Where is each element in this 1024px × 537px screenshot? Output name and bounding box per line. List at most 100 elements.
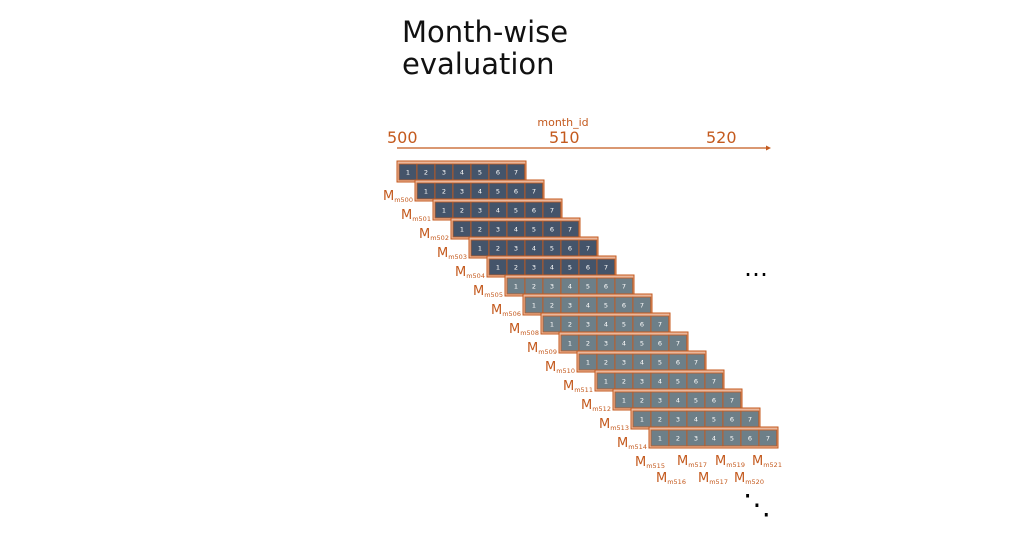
model-label-bottom: Mm516 (656, 471, 686, 486)
axis-arrowhead (766, 145, 771, 151)
cell-number: 7 (712, 377, 716, 385)
cell-number: 4 (568, 282, 572, 290)
axis-label: month_id (537, 116, 588, 129)
window-row: 1 2 3 4 5 6 7 (594, 369, 725, 392)
cell-number: 1 (496, 263, 500, 271)
cell-number: 7 (730, 396, 734, 404)
cell-number: 1 (622, 396, 626, 404)
cell-number: 3 (514, 244, 518, 252)
cell-number: 2 (442, 187, 446, 195)
cell-number: 7 (550, 206, 554, 214)
cell-number: 2 (658, 415, 662, 423)
cell-number: 2 (496, 244, 500, 252)
cell-number: 1 (658, 434, 662, 442)
cell-number: 2 (622, 377, 626, 385)
cell-number: 1 (406, 168, 410, 176)
cell-number: 4 (622, 339, 626, 347)
cell-number: 5 (730, 434, 734, 442)
cell-number: 4 (460, 168, 464, 176)
model-label: Mm505 (473, 284, 503, 299)
cell-number: 1 (568, 339, 572, 347)
cell-number: 3 (694, 434, 698, 442)
continuation-ellipsis-diagonal: ⋱ (743, 488, 771, 521)
cell-number: 1 (424, 187, 428, 195)
window-row: 1 2 3 4 5 6 7 (486, 255, 617, 278)
cell-number: 4 (550, 263, 554, 271)
window-row: 1 2 3 4 5 6 7 (432, 198, 563, 221)
cell-number: 7 (514, 168, 518, 176)
window-row: 1 2 3 4 5 6 7 (558, 331, 689, 354)
cell-number: 4 (658, 377, 662, 385)
cell-number: 5 (712, 415, 716, 423)
cell-number: 7 (658, 320, 662, 328)
window-row: 1 2 3 4 5 6 7 (504, 274, 635, 297)
cell-number: 1 (550, 320, 554, 328)
cell-number: 3 (568, 301, 572, 309)
cell-number: 3 (622, 358, 626, 366)
model-labels: Mm500 Mm501 Mm502 Mm503 Mm504 Mm505 Mm506 Mm508… (383, 189, 782, 486)
cell-number: 5 (586, 282, 590, 290)
model-label: Mm512 (581, 398, 611, 413)
cell-number: 6 (658, 339, 662, 347)
window-row: 1 2 3 4 5 6 7 (540, 312, 671, 335)
cell-number: 1 (604, 377, 608, 385)
model-label-bottom: Mm517 (677, 454, 707, 469)
cell-number: 6 (514, 187, 518, 195)
cell-number: 2 (640, 396, 644, 404)
window-rows: 1 2 3 4 5 6 7 1 2 3 4 5 6 7 1 2 3 4 5 6 7 1 2 3 4 5 6 7 1 2 3 4 5 6 7 1 2 3 4 5… (396, 160, 779, 449)
cell-number: 5 (568, 263, 572, 271)
cell-number: 3 (604, 339, 608, 347)
cell-number: 3 (640, 377, 644, 385)
cell-number: 3 (496, 225, 500, 233)
cell-number: 1 (640, 415, 644, 423)
cell-number: 6 (550, 225, 554, 233)
cell-number: 2 (460, 206, 464, 214)
model-label: Mm514 (617, 436, 647, 451)
cell-number: 3 (676, 415, 680, 423)
cell-number: 1 (478, 244, 482, 252)
cell-number: 7 (766, 434, 770, 442)
model-label: Mm504 (455, 265, 485, 280)
model-label: Mm502 (419, 227, 449, 242)
axis-tick-520: 520 (706, 128, 737, 147)
cell-number: 7 (604, 263, 608, 271)
axis-tick-500: 500 (387, 128, 418, 147)
cell-number: 7 (694, 358, 698, 366)
cell-number: 3 (586, 320, 590, 328)
cell-number: 5 (622, 320, 626, 328)
cell-number: 1 (460, 225, 464, 233)
cell-number: 1 (532, 301, 536, 309)
cell-number: 5 (514, 206, 518, 214)
cell-number: 1 (442, 206, 446, 214)
cell-number: 7 (532, 187, 536, 195)
window-cell (758, 429, 778, 447)
cell-number: 6 (712, 396, 716, 404)
window-row: 1 2 3 4 5 6 7 (396, 160, 527, 183)
cell-number: 5 (694, 396, 698, 404)
window-row: 1 2 3 4 5 6 7 (450, 217, 581, 240)
window-row: 1 2 3 4 5 6 7 (522, 293, 653, 316)
window-row: 1 2 3 4 5 6 7 (468, 236, 599, 259)
window-row: 1 2 3 4 5 6 7 (576, 350, 707, 373)
title-line-2: evaluation (402, 47, 555, 81)
cell-number: 3 (658, 396, 662, 404)
model-label: Mm513 (599, 417, 629, 432)
cell-number: 7 (586, 244, 590, 252)
cell-number: 7 (622, 282, 626, 290)
model-label: Mm509 (527, 341, 557, 356)
cell-number: 2 (514, 263, 518, 271)
cell-number: 6 (586, 263, 590, 271)
cell-number: 2 (550, 301, 554, 309)
cell-number: 2 (586, 339, 590, 347)
cell-number: 6 (730, 415, 734, 423)
model-label: Mm515 (635, 455, 665, 470)
cell-number: 4 (478, 187, 482, 195)
cell-number: 4 (532, 244, 536, 252)
cell-number: 7 (640, 301, 644, 309)
cell-number: 6 (694, 377, 698, 385)
window-row: 1 2 3 4 5 6 7 (630, 407, 761, 430)
cell-number: 6 (532, 206, 536, 214)
month-axis: month_id 500 510 520 (387, 116, 771, 151)
model-label: Mm508 (509, 322, 539, 337)
cell-number: 2 (478, 225, 482, 233)
